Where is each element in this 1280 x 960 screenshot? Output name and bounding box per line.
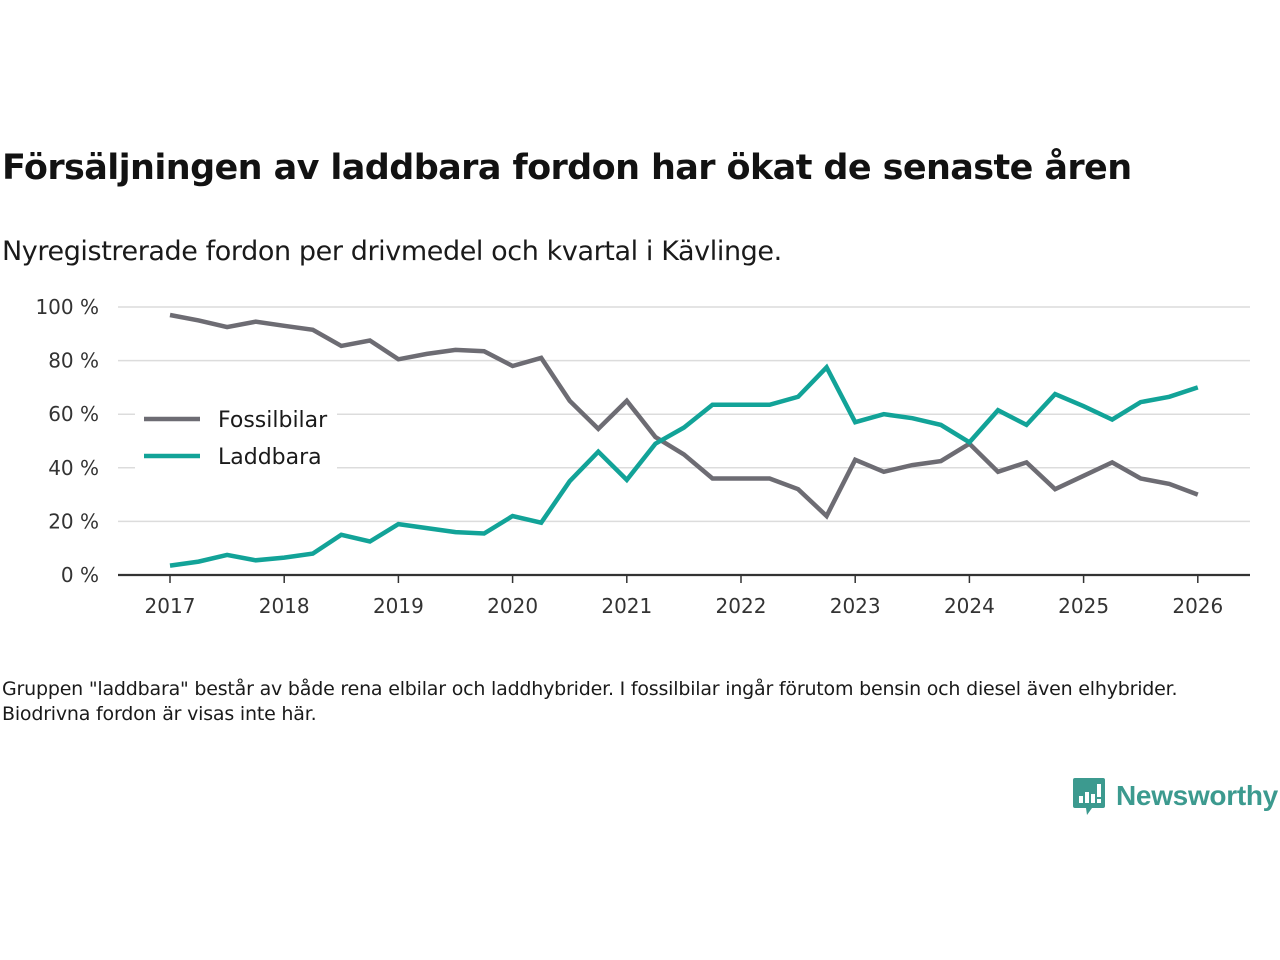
legend-label-laddbara: Laddbara (218, 445, 322, 470)
x-tick-label: 2025 (1058, 594, 1109, 618)
legend-label-fossilbilar: Fossilbilar (218, 408, 328, 433)
y-tick-label: 40 % (48, 456, 99, 480)
y-tick-label: 20 % (48, 509, 99, 533)
y-tick-label: 0 % (61, 563, 99, 587)
series-lines (169, 312, 1199, 568)
series-line-fossilbilar (169, 312, 1199, 520)
bar-chart-speech-bubble-icon (1073, 778, 1105, 815)
y-axis: 0 % 20 % 40 % 60 % 80 % 100 % (35, 295, 99, 587)
x-tick-label: 2019 (373, 594, 424, 618)
x-tick-label: 2018 (259, 594, 310, 618)
x-tick-label: 2022 (716, 594, 767, 618)
x-tick-label: 2020 (487, 594, 538, 618)
legend-background (135, 398, 337, 478)
footnote: Gruppen "laddbara" består av både rena e… (2, 678, 1178, 725)
x-axis: 2017 2018 2019 2020 2021 2022 2023 2024 2025 2026 (118, 573, 1250, 618)
legend: Fossilbilar Laddbara (135, 398, 337, 478)
y-tick-label: 100 % (35, 295, 99, 319)
x-tick-label: 2021 (601, 594, 652, 618)
newsworthy-logo[interactable]: Newsworthy (1072, 776, 1278, 816)
chart-title: Försäljningen av laddbara fordon har öka… (2, 148, 1132, 188)
y-tick-label: 60 % (48, 402, 99, 426)
chart-subtitle: Nyregistrerade fordon per drivmedel och … (2, 236, 782, 267)
x-tick-label: 2024 (944, 594, 995, 618)
y-tick-label: 80 % (48, 349, 99, 373)
series-line-laddbara (169, 363, 1199, 568)
x-tick-label: 2026 (1172, 594, 1223, 618)
brand-name: Newsworthy (1116, 780, 1278, 811)
line-chart: 0 % 20 % 40 % 60 % 80 % 100 % 2017 2018 2019 202… (35, 295, 1250, 618)
x-tick-label: 2017 (145, 594, 196, 618)
x-tick-label: 2023 (830, 594, 881, 618)
